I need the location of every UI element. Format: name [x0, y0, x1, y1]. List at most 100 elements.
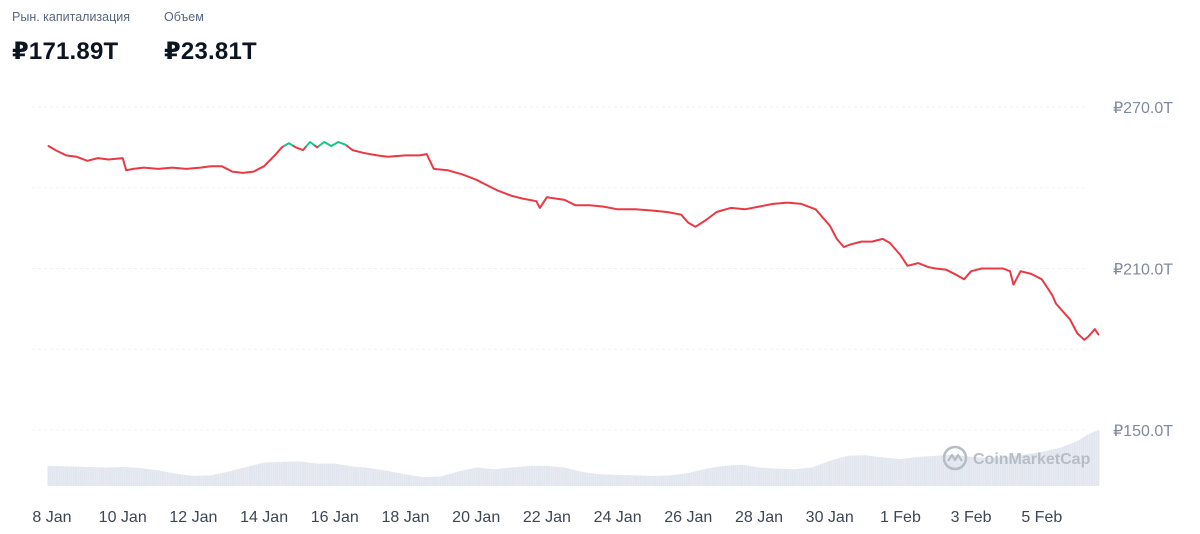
volume-bar [872, 456, 875, 486]
volume-bar [446, 474, 449, 486]
stats-bar: Рын. капитализация ₽171.89T Объем ₽23.81… [12, 8, 257, 66]
volume-bar [223, 472, 226, 486]
volume-bar [1048, 450, 1051, 486]
volume-bar [285, 461, 288, 486]
volume-bar [677, 474, 680, 486]
volume-bar [251, 465, 254, 486]
volume-bar [1095, 430, 1098, 486]
volume-bar [121, 466, 124, 486]
volume-bar [959, 455, 962, 486]
volume-bar [980, 457, 983, 486]
volume-bar [240, 468, 243, 486]
volume-bar [111, 467, 114, 486]
volume-bar [637, 475, 640, 486]
volume-bar [613, 474, 616, 486]
volume-bar [679, 474, 682, 486]
price-line-down-segment[interactable] [292, 145, 308, 152]
volume-bar [753, 466, 756, 486]
volume-bar [318, 463, 321, 486]
volume-bar [484, 468, 487, 486]
volume-bar [306, 462, 309, 486]
volume-bar [51, 465, 54, 486]
volume-bar [480, 467, 483, 486]
volume-bar [414, 475, 417, 486]
volume-bar [876, 456, 879, 486]
volume-bar [113, 467, 116, 486]
x-tick-label: 22 Jan [523, 509, 571, 526]
volume-bar [806, 467, 809, 486]
volume-bar [594, 473, 597, 486]
price-line-down-segment[interactable] [346, 145, 1100, 341]
volume-bar [940, 455, 943, 486]
volume-bar [704, 468, 707, 486]
volume-bar [511, 467, 514, 486]
volume-bar [989, 457, 992, 486]
volume-bar [448, 474, 451, 486]
volume-bar [946, 454, 949, 486]
volume-bar [942, 455, 945, 486]
volume-bar [261, 462, 264, 486]
volume-bar [115, 467, 118, 486]
volume-bar [897, 458, 900, 486]
volume-bar [1086, 434, 1089, 486]
volume-bar [248, 466, 251, 486]
volume-bar [437, 476, 440, 486]
volume-bar [770, 468, 773, 486]
price-line[interactable] [47, 141, 1100, 341]
volume-bar [859, 455, 862, 486]
volume-bar [492, 469, 495, 486]
price-line-down-segment[interactable] [47, 145, 286, 174]
price-line-up-segment[interactable] [305, 141, 317, 147]
volume-bar [881, 457, 884, 486]
volume-bar [501, 468, 504, 486]
volume-bar [618, 474, 621, 486]
volume-bar [270, 462, 273, 486]
volume-bar [870, 456, 873, 486]
y-tick-label: ₽210.0T [1113, 262, 1173, 279]
volume-bar [486, 468, 489, 486]
volume-bar [847, 455, 850, 486]
volume-bar [100, 467, 103, 486]
volume-bar [312, 463, 315, 486]
volume-bar [798, 468, 801, 486]
x-tick-label: 18 Jan [381, 509, 429, 526]
volume-bar [119, 467, 122, 486]
volume-bar [660, 475, 663, 486]
volume-bar [53, 466, 56, 486]
volume-bar [217, 473, 220, 486]
volume-bar [79, 466, 82, 486]
volume-bar [711, 467, 714, 486]
volume-bar [666, 475, 669, 486]
volume-bar [1023, 454, 1026, 486]
volume-bar [1076, 441, 1079, 486]
volume-bar [265, 462, 268, 486]
volume-bar [692, 471, 695, 486]
volume-bar [1090, 432, 1093, 486]
volume-bar [586, 472, 589, 486]
volume-bar [490, 468, 493, 486]
volume-bar [991, 457, 994, 486]
volume-bar [514, 467, 517, 486]
price-line-up-segment[interactable] [330, 141, 349, 147]
volume-bar [395, 472, 398, 486]
volume-bar [206, 475, 209, 486]
volume-bar [923, 456, 926, 486]
volume-bar [456, 471, 459, 486]
volume-bar [938, 455, 941, 486]
coinmarketcap-logo-icon [942, 445, 968, 471]
volume-label: Объем [164, 10, 204, 24]
volume-bar [1080, 438, 1083, 486]
volume-bar [1061, 446, 1064, 486]
volume-bar [864, 455, 867, 486]
volume-bar [569, 468, 572, 486]
volume-bar [1037, 452, 1040, 486]
price-line-up-segment[interactable] [283, 142, 295, 147]
price-line-up-segment[interactable] [317, 141, 333, 147]
volume-bar [128, 467, 131, 486]
volume-bar [439, 476, 442, 486]
volume-bar [827, 461, 830, 486]
volume-bar [603, 474, 606, 486]
volume-bar [344, 465, 347, 486]
volume-bar [738, 464, 741, 486]
